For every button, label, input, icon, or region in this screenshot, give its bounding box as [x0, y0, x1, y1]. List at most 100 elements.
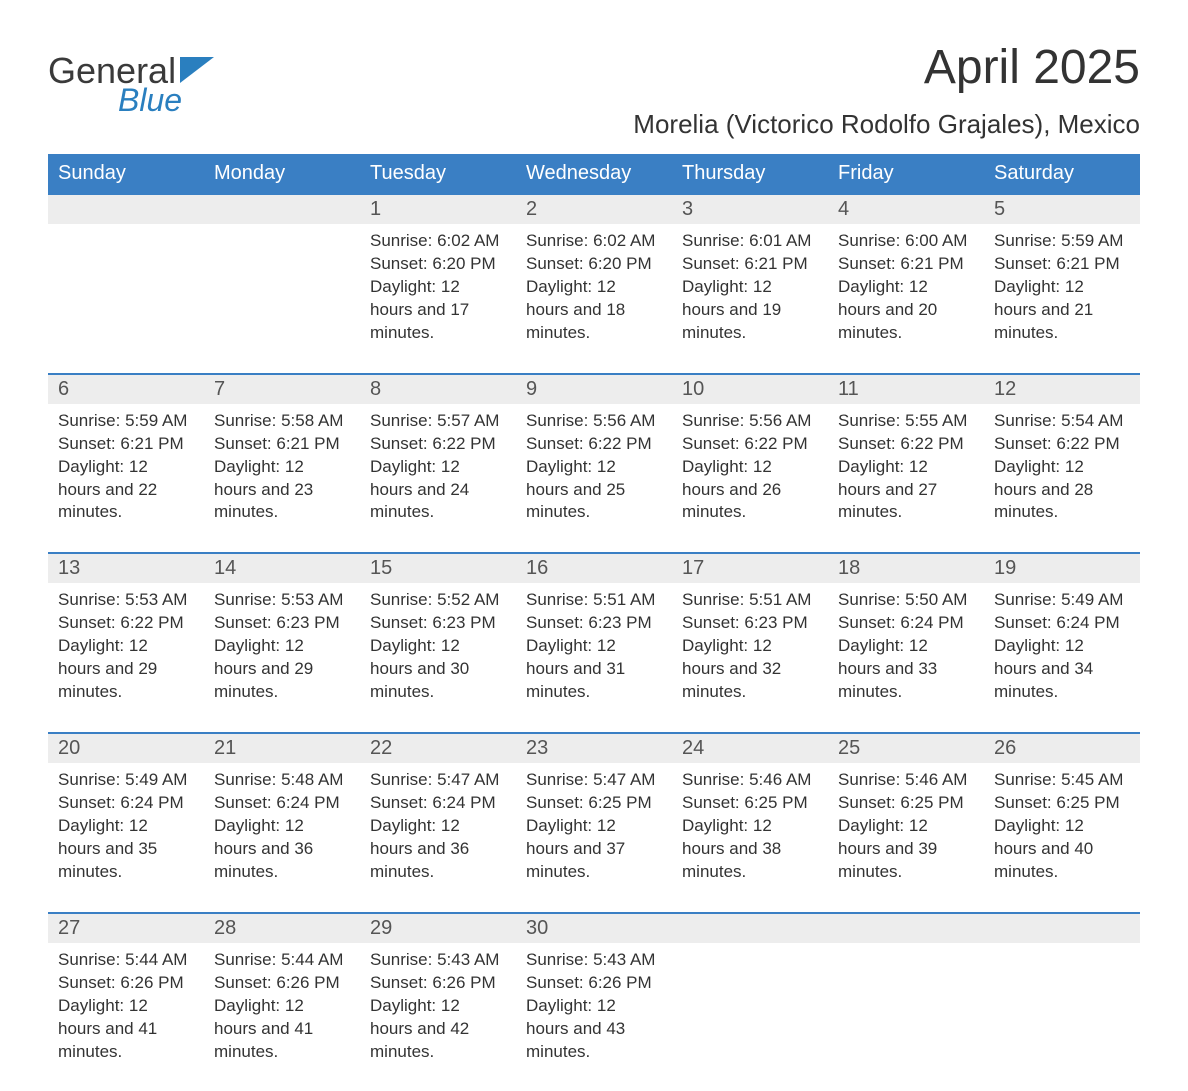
sunrise-text: Sunrise: 5:50 AM: [838, 589, 974, 612]
daylight-text: Daylight: 12 hours and 36 minutes.: [370, 815, 506, 884]
daylight-text: Daylight: 12 hours and 24 minutes.: [370, 456, 506, 525]
daylight-text: Daylight: 12 hours and 32 minutes.: [682, 635, 818, 704]
sunrise-text: Sunrise: 5:51 AM: [526, 589, 662, 612]
sunset-text: Sunset: 6:23 PM: [370, 612, 506, 635]
day-content: Sunrise: 5:56 AMSunset: 6:22 PMDaylight:…: [672, 404, 828, 553]
sunset-text: Sunset: 6:23 PM: [526, 612, 662, 635]
daylight-text: Daylight: 12 hours and 21 minutes.: [994, 276, 1130, 345]
day-content: [828, 943, 984, 1091]
day-content: Sunrise: 5:50 AMSunset: 6:24 PMDaylight:…: [828, 583, 984, 732]
sunrise-text: Sunrise: 5:46 AM: [682, 769, 818, 792]
day-content: Sunrise: 5:54 AMSunset: 6:22 PMDaylight:…: [984, 404, 1140, 553]
sunset-text: Sunset: 6:23 PM: [682, 612, 818, 635]
sunrise-text: Sunrise: 5:56 AM: [682, 410, 818, 433]
sunset-text: Sunset: 6:25 PM: [682, 792, 818, 815]
day-header-row: Sunday Monday Tuesday Wednesday Thursday…: [48, 154, 1140, 193]
daylight-text: Daylight: 12 hours and 22 minutes.: [58, 456, 194, 525]
date-row: 12345: [48, 195, 1140, 224]
daylight-text: Daylight: 12 hours and 29 minutes.: [214, 635, 350, 704]
date-cell: 19: [984, 554, 1140, 583]
date-cell: 26: [984, 734, 1140, 763]
sunrise-text: Sunrise: 6:02 AM: [526, 230, 662, 253]
day-content: Sunrise: 5:59 AMSunset: 6:21 PMDaylight:…: [48, 404, 204, 553]
sunrise-text: Sunrise: 5:57 AM: [370, 410, 506, 433]
sunrise-text: Sunrise: 5:43 AM: [370, 949, 506, 972]
sunrise-text: Sunrise: 5:55 AM: [838, 410, 974, 433]
date-cell: 13: [48, 554, 204, 583]
sunrise-text: Sunrise: 6:02 AM: [370, 230, 506, 253]
day-content: Sunrise: 6:01 AMSunset: 6:21 PMDaylight:…: [672, 224, 828, 373]
sunrise-text: Sunrise: 5:44 AM: [214, 949, 350, 972]
day-content: Sunrise: 6:02 AMSunset: 6:20 PMDaylight:…: [516, 224, 672, 373]
date-row: 13141516171819: [48, 554, 1140, 583]
daylight-text: Daylight: 12 hours and 23 minutes.: [214, 456, 350, 525]
date-cell: 23: [516, 734, 672, 763]
day-header-monday: Monday: [204, 154, 360, 193]
daylight-text: Daylight: 12 hours and 29 minutes.: [58, 635, 194, 704]
sunset-text: Sunset: 6:21 PM: [58, 433, 194, 456]
daylight-text: Daylight: 12 hours and 31 minutes.: [526, 635, 662, 704]
date-cell: 24: [672, 734, 828, 763]
date-cell: 30: [516, 914, 672, 943]
sunset-text: Sunset: 6:24 PM: [994, 612, 1130, 635]
date-cell: [672, 914, 828, 943]
content-row: Sunrise: 5:59 AMSunset: 6:21 PMDaylight:…: [48, 404, 1140, 553]
sunset-text: Sunset: 6:23 PM: [214, 612, 350, 635]
content-row: Sunrise: 6:02 AMSunset: 6:20 PMDaylight:…: [48, 224, 1140, 373]
date-row: 6789101112: [48, 375, 1140, 404]
date-cell: 27: [48, 914, 204, 943]
daylight-text: Daylight: 12 hours and 19 minutes.: [682, 276, 818, 345]
sunset-text: Sunset: 6:22 PM: [526, 433, 662, 456]
sunrise-text: Sunrise: 5:52 AM: [370, 589, 506, 612]
day-header-friday: Friday: [828, 154, 984, 193]
sunset-text: Sunset: 6:22 PM: [838, 433, 974, 456]
daylight-text: Daylight: 12 hours and 38 minutes.: [682, 815, 818, 884]
date-cell: 29: [360, 914, 516, 943]
sunset-text: Sunset: 6:26 PM: [526, 972, 662, 995]
daylight-text: Daylight: 12 hours and 37 minutes.: [526, 815, 662, 884]
daylight-text: Daylight: 12 hours and 34 minutes.: [994, 635, 1130, 704]
date-row: 20212223242526: [48, 734, 1140, 763]
sunrise-text: Sunrise: 5:59 AM: [994, 230, 1130, 253]
day-content: Sunrise: 5:44 AMSunset: 6:26 PMDaylight:…: [48, 943, 204, 1091]
date-cell: 6: [48, 375, 204, 404]
day-content: Sunrise: 5:53 AMSunset: 6:23 PMDaylight:…: [204, 583, 360, 732]
date-cell: 15: [360, 554, 516, 583]
day-content: Sunrise: 5:43 AMSunset: 6:26 PMDaylight:…: [360, 943, 516, 1091]
content-row: Sunrise: 5:44 AMSunset: 6:26 PMDaylight:…: [48, 943, 1140, 1091]
sunrise-text: Sunrise: 5:59 AM: [58, 410, 194, 433]
sunrise-text: Sunrise: 5:53 AM: [214, 589, 350, 612]
date-cell: 5: [984, 195, 1140, 224]
title-block: April 2025 Morelia (Victorico Rodolfo Gr…: [633, 40, 1140, 140]
day-content: [48, 224, 204, 373]
day-header-wednesday: Wednesday: [516, 154, 672, 193]
date-cell: 10: [672, 375, 828, 404]
day-content: Sunrise: 5:59 AMSunset: 6:21 PMDaylight:…: [984, 224, 1140, 373]
sunrise-text: Sunrise: 5:51 AM: [682, 589, 818, 612]
day-content: Sunrise: 5:49 AMSunset: 6:24 PMDaylight:…: [48, 763, 204, 912]
sunrise-text: Sunrise: 5:48 AM: [214, 769, 350, 792]
day-content: Sunrise: 5:43 AMSunset: 6:26 PMDaylight:…: [516, 943, 672, 1091]
sunrise-text: Sunrise: 5:46 AM: [838, 769, 974, 792]
daylight-text: Daylight: 12 hours and 27 minutes.: [838, 456, 974, 525]
week-row: 6789101112Sunrise: 5:59 AMSunset: 6:21 P…: [48, 373, 1140, 553]
sunrise-text: Sunrise: 5:45 AM: [994, 769, 1130, 792]
sunrise-text: Sunrise: 5:47 AM: [370, 769, 506, 792]
day-content: Sunrise: 5:52 AMSunset: 6:23 PMDaylight:…: [360, 583, 516, 732]
content-row: Sunrise: 5:49 AMSunset: 6:24 PMDaylight:…: [48, 763, 1140, 912]
date-cell: 14: [204, 554, 360, 583]
sunset-text: Sunset: 6:21 PM: [214, 433, 350, 456]
month-title: April 2025: [633, 40, 1140, 95]
sunset-text: Sunset: 6:22 PM: [994, 433, 1130, 456]
sunrise-text: Sunrise: 5:54 AM: [994, 410, 1130, 433]
day-content: [204, 224, 360, 373]
daylight-text: Daylight: 12 hours and 30 minutes.: [370, 635, 506, 704]
day-content: Sunrise: 5:47 AMSunset: 6:25 PMDaylight:…: [516, 763, 672, 912]
date-cell: 1: [360, 195, 516, 224]
sunrise-text: Sunrise: 5:58 AM: [214, 410, 350, 433]
sunset-text: Sunset: 6:20 PM: [526, 253, 662, 276]
sunset-text: Sunset: 6:26 PM: [370, 972, 506, 995]
sunset-text: Sunset: 6:22 PM: [58, 612, 194, 635]
date-cell: 12: [984, 375, 1140, 404]
sunset-text: Sunset: 6:25 PM: [838, 792, 974, 815]
